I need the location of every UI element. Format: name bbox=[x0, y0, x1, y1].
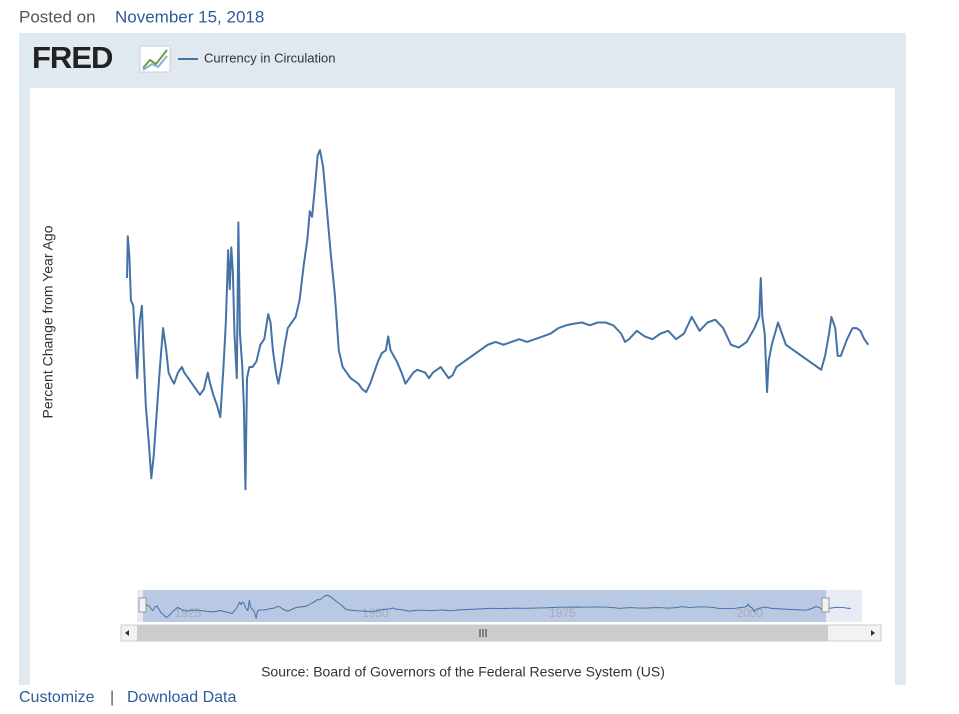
navigator-handle bbox=[821, 597, 830, 613]
navigator-handle bbox=[138, 597, 147, 613]
series-line bbox=[142, 594, 851, 619]
separator: | bbox=[110, 689, 114, 706]
customize-link[interactable]: Customize bbox=[19, 689, 95, 706]
logo-icon bbox=[139, 45, 171, 73]
legend-label: Currency in Circulation bbox=[204, 50, 336, 65]
plot-panel bbox=[30, 88, 895, 685]
source: Source: Board of Governors of the Federa… bbox=[261, 664, 665, 680]
y-axis-label: Percent Change from Year Ago bbox=[40, 225, 56, 418]
navigator-tick-label: 1950 bbox=[362, 606, 389, 620]
scroll-grip bbox=[479, 629, 487, 637]
scroll-left bbox=[125, 630, 129, 636]
download-link[interactable]: Download Data bbox=[127, 689, 237, 706]
post-date[interactable]: November 15, 2018 bbox=[115, 7, 264, 26]
scroll-right bbox=[871, 630, 875, 636]
navigator-tick-label: 1975 bbox=[549, 606, 576, 620]
logo: FRED bbox=[32, 40, 113, 75]
post-prefix: Posted on bbox=[19, 7, 96, 26]
series-line bbox=[126, 149, 870, 491]
